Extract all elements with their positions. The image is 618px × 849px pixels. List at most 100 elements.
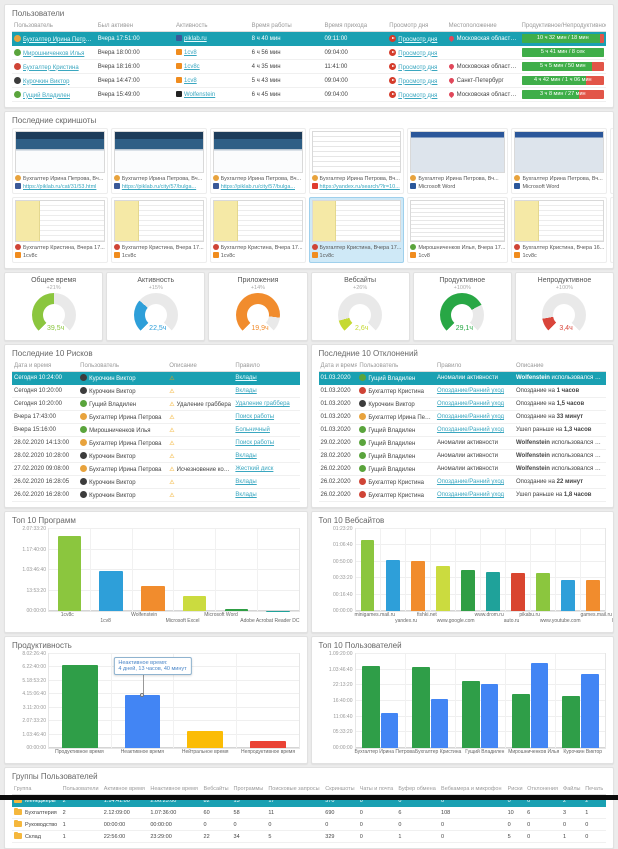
- screenshot-tile[interactable]: Бухгалтер Кристина, Вчера 17...1cv8c: [111, 197, 207, 263]
- risk-rule-link[interactable]: Вклады: [235, 453, 256, 459]
- top-users-bar-series1[interactable]: [562, 696, 580, 748]
- screenshot-thumbnail[interactable]: [410, 200, 505, 242]
- deviation-rule-link[interactable]: Опоздание/Ранний уход: [437, 388, 504, 394]
- screenshot-tile[interactable]: Бухгалтер Кристина, Вчера 17...1cv8c: [12, 197, 108, 263]
- screenshot-thumbnail[interactable]: [410, 131, 505, 173]
- view-day-link[interactable]: Просмотр дня: [398, 79, 437, 85]
- screenshot-tile[interactable]: Мирошниченков Илья, Вчера 17...1cv8: [407, 197, 508, 263]
- top-users-bar-series1[interactable]: [462, 681, 480, 748]
- top-users-bar-series1[interactable]: [362, 666, 380, 748]
- websites-bar[interactable]: [386, 560, 400, 611]
- deviation-rule-link[interactable]: Опоздание/Ранний уход: [437, 492, 504, 498]
- user-name-link[interactable]: Бухгалтер Ирина Петрова: [23, 37, 95, 43]
- screenshot-tile[interactable]: Бухгалтер Ирина Петрова, Вч...Microsoft …: [407, 128, 508, 194]
- screenshot-thumbnail[interactable]: [15, 131, 105, 173]
- top-users-bar-series2[interactable]: [431, 699, 449, 748]
- activity-link[interactable]: piklab.ru: [184, 36, 207, 42]
- screenshot-tile[interactable]: Бухгалтер Ирина Петрова, Вч...https://pi…: [111, 128, 207, 194]
- user-name-link[interactable]: Мирошниченков Илья: [23, 51, 84, 57]
- risk-rule-link[interactable]: Жесткий диск: [235, 466, 273, 472]
- screenshot-tile[interactable]: Бухгалтер Кристина, Вчера 16...1cv8c: [511, 197, 607, 263]
- websites-bar[interactable]: [436, 566, 450, 611]
- view-day-link[interactable]: Просмотр дня: [398, 93, 437, 99]
- screenshot-thumbnail[interactable]: [514, 200, 604, 242]
- programs-bar[interactable]: [225, 609, 249, 611]
- screenshot-tile[interactable]: Бухгалтер Ирина Петрова, Вч...https://ya…: [309, 128, 405, 194]
- productivity-bar[interactable]: [125, 695, 161, 748]
- screenshot-tile[interactable]: Бухгалтер Ирина Петрова, Вч...https://pi…: [210, 128, 306, 194]
- programs-bar[interactable]: [141, 586, 165, 611]
- programs-bar[interactable]: [58, 536, 82, 611]
- screenshot-thumbnail[interactable]: [312, 200, 402, 242]
- websites-bar[interactable]: [486, 572, 500, 611]
- screenshot-thumbnail[interactable]: [213, 200, 303, 242]
- risk-rule-link[interactable]: Удаление граббера: [235, 401, 289, 407]
- deviation-rule-link[interactable]: Опоздание/Ранний уход: [437, 414, 504, 420]
- websites-bar[interactable]: [461, 570, 475, 611]
- deviation-rule-link[interactable]: Опоздание/Ранний уход: [437, 427, 504, 433]
- websites-bar[interactable]: [361, 540, 375, 611]
- screenshot-thumbnail[interactable]: [213, 131, 303, 173]
- deviation-rule-link[interactable]: Опоздание/Ранний уход: [437, 401, 504, 407]
- websites-bar[interactable]: [586, 580, 600, 611]
- screenshot-thumbnail[interactable]: [312, 131, 402, 173]
- activity-link[interactable]: Wolfenstein: [184, 92, 215, 98]
- screenshot-thumbnail[interactable]: [613, 200, 614, 242]
- view-day-link[interactable]: Просмотр дня: [398, 65, 437, 71]
- risk-rule-link[interactable]: Вклады: [235, 388, 256, 394]
- screenshot-tile[interactable]: Бухгалтер Ирина Петрова, Вч...Microsoft …: [610, 128, 614, 194]
- top-users-bar-series2[interactable]: [381, 713, 399, 748]
- screenshot-url-link[interactable]: https://yandex.ru/search/?lr=10...: [320, 184, 400, 190]
- websites-bar[interactable]: [511, 573, 525, 611]
- screenshot-url-link[interactable]: https://piklab.ru/cat/31/53.html: [23, 184, 96, 190]
- screenshot-tile[interactable]: Бухгалтер Кристина, Вчера 17...1cv8c: [210, 197, 306, 263]
- top-users-bar-series1[interactable]: [512, 694, 530, 748]
- websites-bar[interactable]: [411, 561, 425, 611]
- top-users-bar-series2[interactable]: [481, 684, 499, 748]
- websites-bar[interactable]: [536, 573, 550, 611]
- user-name-link[interactable]: Бухгалтер Кристина: [23, 65, 79, 71]
- programs-bar[interactable]: [183, 596, 207, 611]
- screenshot-thumbnail[interactable]: [613, 131, 614, 173]
- risk-rule-link[interactable]: Поиск работы: [235, 440, 274, 446]
- view-day-link[interactable]: Просмотр дня: [398, 51, 437, 57]
- productivity-bar[interactable]: [187, 731, 223, 748]
- top-users-bar-series2[interactable]: [531, 663, 549, 748]
- screenshot-thumbnail[interactable]: [15, 200, 105, 242]
- risk-rule-link[interactable]: Вклады: [235, 492, 256, 498]
- screenshot-tile[interactable]: Бухгалтер Ирина Петрова, Вч...Microsoft …: [511, 128, 607, 194]
- screenshot-url-link[interactable]: https://piklab.ru/city/57/bulga...: [122, 184, 196, 190]
- activity-link[interactable]: 1cv8c: [184, 64, 200, 70]
- risk-rule-link[interactable]: Вклады: [235, 479, 256, 485]
- user-name-link[interactable]: Курочкин Виктор: [23, 79, 69, 85]
- productivity-bar[interactable]: [62, 665, 98, 748]
- productivity-bar[interactable]: [250, 741, 286, 748]
- screenshot-thumbnail[interactable]: [114, 131, 204, 173]
- screenshot-thumbnail[interactable]: [514, 131, 604, 173]
